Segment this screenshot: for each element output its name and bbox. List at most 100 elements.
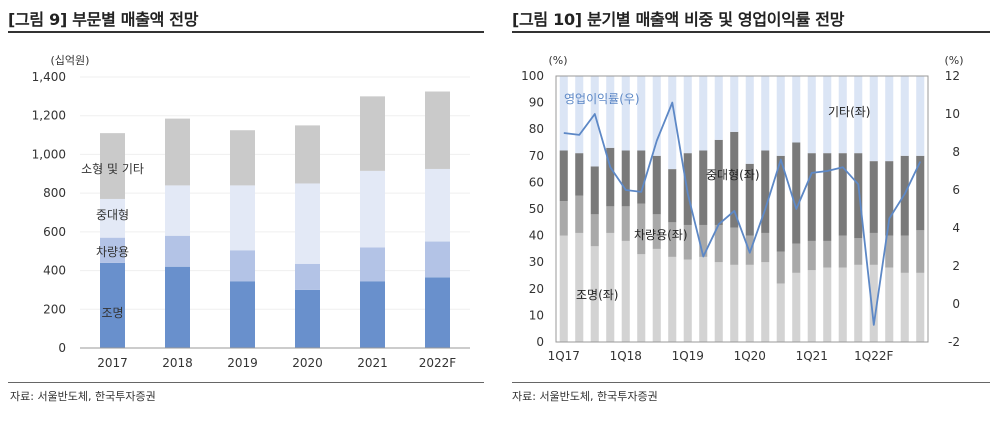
left-bar-segment xyxy=(360,96,385,171)
right-bar-segment xyxy=(900,272,909,342)
right-bar-segment xyxy=(668,76,677,170)
right-bar-segment xyxy=(745,163,754,236)
right-bar-segment xyxy=(637,76,646,151)
left-title-rule xyxy=(8,31,484,33)
right-bar-segment xyxy=(854,153,863,239)
right-left-y-tick-label: 40 xyxy=(529,229,544,243)
left-y-tick-label: 400 xyxy=(43,264,66,278)
right-bar-segment xyxy=(761,262,770,342)
right-bar-segment xyxy=(730,131,739,228)
left-y-tick-label: 200 xyxy=(43,302,66,316)
right-right-y-tick-label: 12 xyxy=(945,69,960,83)
right-bar-segment xyxy=(652,248,661,342)
right-left-y-tick-label: 30 xyxy=(529,255,544,269)
right-bar-segment xyxy=(916,155,925,231)
left-bar-segment xyxy=(230,185,255,251)
right-bar-segment xyxy=(885,235,894,268)
right-bar-segment xyxy=(823,153,832,241)
right-bar-segment xyxy=(606,147,615,207)
right-series-annotation: 중대형(좌) xyxy=(706,168,760,182)
left-bar-segment xyxy=(100,262,125,348)
right-bar-segment xyxy=(807,240,816,271)
right-bar-segment xyxy=(900,235,909,273)
right-right-y-tick-label: 2 xyxy=(952,259,960,273)
right-left-y-tick-label: 90 xyxy=(529,96,544,110)
right-left-y-tick-label: 70 xyxy=(529,149,544,163)
right-bar-segment xyxy=(807,153,816,241)
right-bar-segment xyxy=(854,76,863,154)
right-bar-segment xyxy=(559,150,568,202)
right-bar-segment xyxy=(916,272,925,342)
right-left-y-tick-label: 0 xyxy=(536,335,544,349)
right-bar-segment xyxy=(885,267,894,342)
left-bottom-rule xyxy=(8,382,484,383)
right-bar-segment xyxy=(745,264,754,342)
right-left-y-tick-label: 60 xyxy=(529,175,544,189)
left-bar-segment xyxy=(295,125,320,184)
right-x-tick-label: 1Q19 xyxy=(672,349,704,363)
right-bar-segment xyxy=(621,240,630,342)
right-series-annotation: 영업이익률(우) xyxy=(564,92,640,106)
right-left-y-tick-label: 100 xyxy=(521,69,544,83)
right-right-y-tick-label: 6 xyxy=(952,183,960,197)
right-bar-segment xyxy=(652,76,661,156)
right-bar-segment xyxy=(885,76,894,162)
right-bar-segment xyxy=(745,76,754,164)
right-bar-segment xyxy=(869,76,878,162)
right-bar-segment xyxy=(761,76,770,151)
right-bar-segment xyxy=(792,243,801,273)
right-bar-segment xyxy=(885,161,894,236)
right-right-y-tick-label: 4 xyxy=(952,221,960,235)
right-bar-segment xyxy=(761,232,770,263)
left-y-unit-label: (십억원) xyxy=(51,54,90,67)
right-bar-segment xyxy=(559,76,568,151)
right-bar-segment xyxy=(699,76,708,151)
right-bar-segment xyxy=(900,76,909,156)
right-left-y-tick-label: 80 xyxy=(529,122,544,136)
right-bar-segment xyxy=(776,251,785,284)
left-y-tick-label: 800 xyxy=(43,186,66,200)
right-bar-segment xyxy=(776,76,785,156)
right-bar-segment xyxy=(869,264,878,342)
right-bar-segment xyxy=(683,259,692,342)
right-left-unit-label: (%) xyxy=(548,54,567,67)
left-bar-segment xyxy=(100,237,125,263)
right-bar-segment xyxy=(699,224,708,257)
left-bar-segment xyxy=(425,91,450,169)
right-bar-segment xyxy=(714,224,723,263)
right-plot-frame xyxy=(555,75,929,343)
right-bar-segment xyxy=(854,264,863,342)
left-bar-segment xyxy=(295,289,320,348)
right-bar-segment xyxy=(854,238,863,265)
left-y-tick-label: 1,000 xyxy=(32,147,66,161)
right-bar-segment xyxy=(699,256,708,342)
right-bar-segment xyxy=(683,224,692,260)
right-bar-segment xyxy=(807,76,816,154)
right-bar-segment xyxy=(916,230,925,273)
right-bar-segment xyxy=(916,76,925,156)
right-bar-segment xyxy=(807,270,816,342)
quarterly-mix-opm-chart: (%) (%) 0 10 20 30 40 50 60 70 80 90 100 -2 0 2 4 6 8 10… xyxy=(521,54,963,363)
right-source: 자료: 서울반도체, 한국투자증권 xyxy=(512,390,658,403)
left-bar-segment xyxy=(165,185,190,236)
right-bar-segment xyxy=(590,214,599,247)
left-y-tick-label: 1,400 xyxy=(32,70,66,84)
right-bar-segment xyxy=(714,262,723,342)
left-x-tick-label: 2021 xyxy=(357,356,388,370)
right-x-tick-label: 1Q22F xyxy=(854,349,893,363)
right-bottom-rule xyxy=(512,382,990,383)
left-bar-segment xyxy=(360,170,385,248)
right-x-tick-label: 1Q21 xyxy=(796,349,828,363)
left-x-tick-label: 2022F xyxy=(419,356,457,370)
left-series-annotation: 소형 및 기타 xyxy=(81,162,144,176)
right-bar-segment xyxy=(575,232,584,342)
left-y-tick-label: 1,200 xyxy=(32,109,66,123)
left-bar-segment xyxy=(230,250,255,282)
operating-margin-line xyxy=(563,101,922,326)
right-x-tick-label: 1Q17 xyxy=(548,349,580,363)
right-right-y-tick-label: 0 xyxy=(952,297,960,311)
left-bar-segment xyxy=(425,241,450,278)
right-bar-segment xyxy=(838,76,847,154)
left-x-tick-label: 2020 xyxy=(292,356,323,370)
right-bar-segment xyxy=(823,267,832,342)
